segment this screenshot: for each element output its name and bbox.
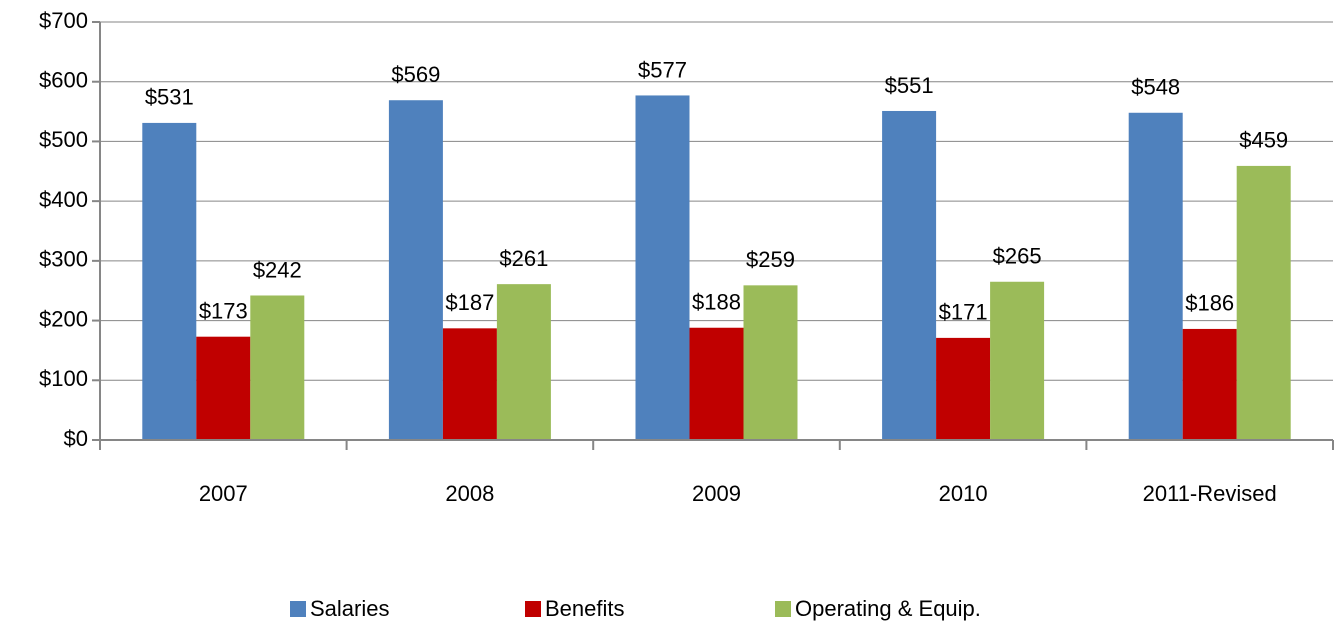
legend-label: Operating & Equip.	[795, 596, 981, 621]
bar	[635, 95, 690, 440]
bar	[1236, 165, 1291, 440]
data-label: $261	[499, 246, 548, 271]
x-tick-label: 2008	[445, 481, 494, 506]
x-tick-label: 2011-Revised	[1143, 481, 1277, 506]
legend-label: Salaries	[310, 596, 389, 621]
bar	[142, 122, 197, 440]
bar	[196, 336, 251, 440]
bar	[1128, 112, 1183, 440]
data-label: $569	[391, 62, 440, 87]
bar	[936, 337, 991, 440]
y-tick-label: $300	[39, 247, 88, 272]
y-tick-label: $500	[39, 127, 88, 152]
bar	[442, 328, 497, 440]
x-tick-label: 2010	[939, 481, 988, 506]
bar	[689, 327, 744, 440]
data-label: $531	[145, 85, 194, 110]
bar	[496, 284, 551, 440]
legend-swatch	[525, 601, 541, 617]
data-label: $259	[746, 247, 795, 272]
y-tick-label: $100	[39, 366, 88, 391]
legend-swatch	[775, 601, 791, 617]
y-tick-label: $200	[39, 306, 88, 331]
data-label: $186	[1185, 291, 1234, 316]
data-label: $548	[1131, 75, 1180, 100]
bar	[990, 281, 1045, 440]
y-tick-label: $0	[64, 426, 88, 451]
y-tick-label: $700	[39, 8, 88, 33]
x-tick-label: 2007	[199, 481, 248, 506]
data-label: $242	[253, 257, 302, 282]
data-label: $187	[445, 290, 494, 315]
data-label: $577	[638, 57, 687, 82]
bar	[882, 110, 937, 440]
y-tick-label: $400	[39, 187, 88, 212]
bar	[250, 295, 305, 440]
data-label: $171	[939, 300, 988, 325]
data-label: $173	[199, 299, 248, 324]
bar	[388, 100, 443, 441]
bar	[1182, 328, 1237, 440]
x-tick-label: 2009	[692, 481, 741, 506]
legend-swatch	[290, 601, 306, 617]
data-label: $188	[692, 290, 741, 315]
y-tick-label: $600	[39, 68, 88, 93]
legend-label: Benefits	[545, 596, 625, 621]
bar	[743, 285, 798, 440]
data-label: $265	[993, 244, 1042, 269]
data-label: $459	[1239, 128, 1288, 153]
data-label: $551	[885, 73, 934, 98]
